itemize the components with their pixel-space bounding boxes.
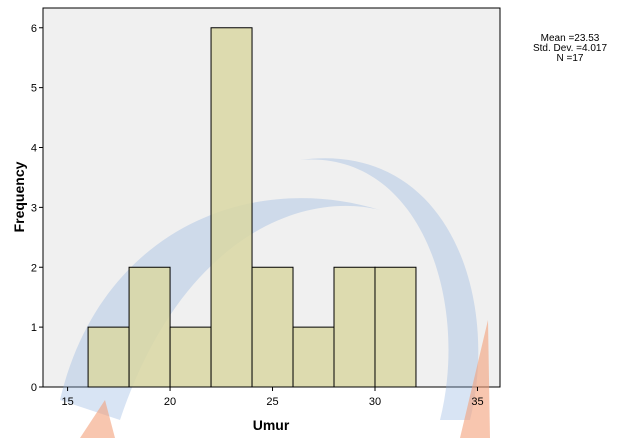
- chart: Umur Frequency Mean =23.53Std. Dev. =4.0…: [0, 0, 628, 438]
- y-tick-label: 3: [31, 202, 37, 214]
- bar: [211, 28, 252, 387]
- x-axis-title: Umur: [253, 417, 290, 433]
- bar: [170, 327, 211, 387]
- bar: [334, 267, 375, 387]
- y-axis-title: Frequency: [11, 161, 27, 232]
- x-tick-label: 15: [61, 396, 73, 408]
- x-tick-label: 30: [369, 396, 381, 408]
- x-tick-label: 35: [471, 396, 483, 408]
- y-tick-label: 2: [31, 262, 37, 274]
- stats-line: N =17: [557, 53, 584, 64]
- bar: [252, 267, 293, 387]
- y-tick-label: 0: [31, 382, 37, 394]
- y-tick-label: 4: [31, 143, 37, 155]
- x-tick-label: 25: [266, 396, 278, 408]
- y-tick-label: 5: [31, 83, 37, 95]
- bar: [293, 327, 334, 387]
- bar: [129, 267, 170, 387]
- bar: [88, 327, 129, 387]
- x-tick-label: 20: [164, 396, 176, 408]
- y-tick-label: 6: [31, 23, 37, 35]
- bar: [375, 267, 416, 387]
- y-tick-label: 1: [31, 322, 37, 334]
